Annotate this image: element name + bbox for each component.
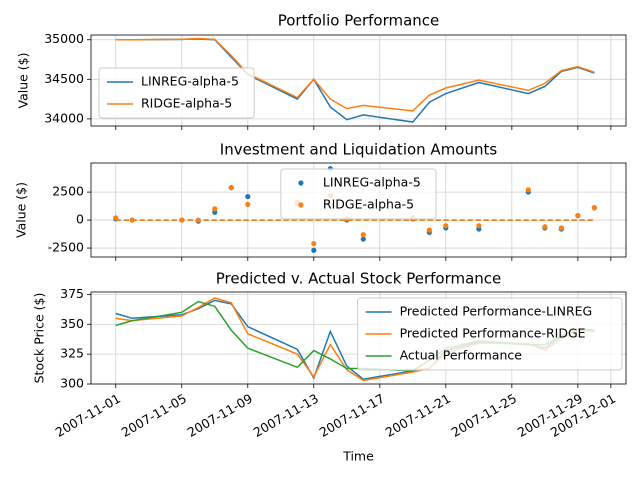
legend: LINREG-alpha-5 RIDGE-alpha-5 xyxy=(98,67,255,119)
plot-frame xyxy=(90,34,627,127)
scatter-point xyxy=(212,206,218,212)
legend-label: Actual Performance xyxy=(400,348,523,363)
scatter-point xyxy=(591,205,597,211)
chart-title: Portfolio Performance xyxy=(278,12,440,30)
x-tick-label: 2007-11-09 xyxy=(185,391,255,440)
x-tick-label: 2007-11-17 xyxy=(317,391,387,440)
y-tick-label: 300 xyxy=(60,376,84,391)
legend-label: LINREG-alpha-5 xyxy=(323,175,421,190)
y-tick-label: 325 xyxy=(60,346,84,361)
y-tick-label: -2500 xyxy=(48,240,84,255)
scatter-point xyxy=(443,223,449,229)
y-axis-label: Stock Price ($) xyxy=(32,293,47,384)
scatter-point xyxy=(360,232,366,238)
scatter-point xyxy=(311,240,317,247)
scatter-point xyxy=(228,185,234,191)
scatter-point xyxy=(360,236,366,242)
x-tick-label: 2007-11-05 xyxy=(119,391,189,440)
scatter-point xyxy=(542,224,548,230)
scatter-point xyxy=(558,225,564,231)
legend-box xyxy=(357,297,623,371)
scatter-point xyxy=(575,212,581,219)
x-tick-label: 2007-11-25 xyxy=(449,391,519,440)
scatter-point xyxy=(525,187,531,193)
y-tick-label: 2500 xyxy=(52,184,84,199)
legend-marker xyxy=(298,180,304,186)
legend-box xyxy=(280,168,437,220)
legend-box xyxy=(98,67,255,119)
x-axis-label: Time xyxy=(342,449,374,464)
plot-frame xyxy=(90,162,627,258)
y-axis-label: Value ($) xyxy=(14,182,29,238)
line-series xyxy=(115,37,595,112)
scatter-point xyxy=(129,217,135,223)
x-tick-label: 2007-11-01 xyxy=(53,391,123,440)
y-tick-label: 35000 xyxy=(44,31,84,46)
legend-label: Predicted Performance-LINREG xyxy=(400,304,593,319)
legend-label: LINREG-alpha-5 xyxy=(141,74,239,89)
y-tick-label: 350 xyxy=(60,316,84,331)
x-tick-label: 2007-11-13 xyxy=(251,391,321,440)
scatter-point xyxy=(113,215,119,221)
legend-label: RIDGE-alpha-5 xyxy=(323,197,414,212)
legend-label: RIDGE-alpha-5 xyxy=(141,96,232,111)
y-tick-label: 0 xyxy=(76,212,84,227)
scatter-point xyxy=(311,247,317,253)
legend: Predicted Performance-LINREG Predicted Pe… xyxy=(357,297,623,371)
chart-title: Investment and Liquidation Amounts xyxy=(220,141,498,159)
scatter-point xyxy=(195,217,201,223)
scatter-point xyxy=(179,217,185,223)
legend-label: Predicted Performance-RIDGE xyxy=(400,326,586,341)
legend: LINREG-alpha-5 RIDGE-alpha-5 xyxy=(280,168,437,220)
scatter-point xyxy=(476,223,482,229)
y-axis-label: Value ($) xyxy=(16,52,31,108)
scatter-point xyxy=(245,201,251,208)
x-tick-label: 2007-11-21 xyxy=(383,391,453,440)
legend-marker xyxy=(298,202,304,208)
y-tick-label: 34000 xyxy=(44,110,84,125)
chart-title: Predicted v. Actual Stock Performance xyxy=(216,270,502,288)
y-tick-label: 34500 xyxy=(44,71,84,86)
scatter-point xyxy=(245,193,251,200)
scatter-point xyxy=(426,227,432,233)
plot-frame xyxy=(90,291,627,385)
y-tick-label: 375 xyxy=(60,286,84,301)
